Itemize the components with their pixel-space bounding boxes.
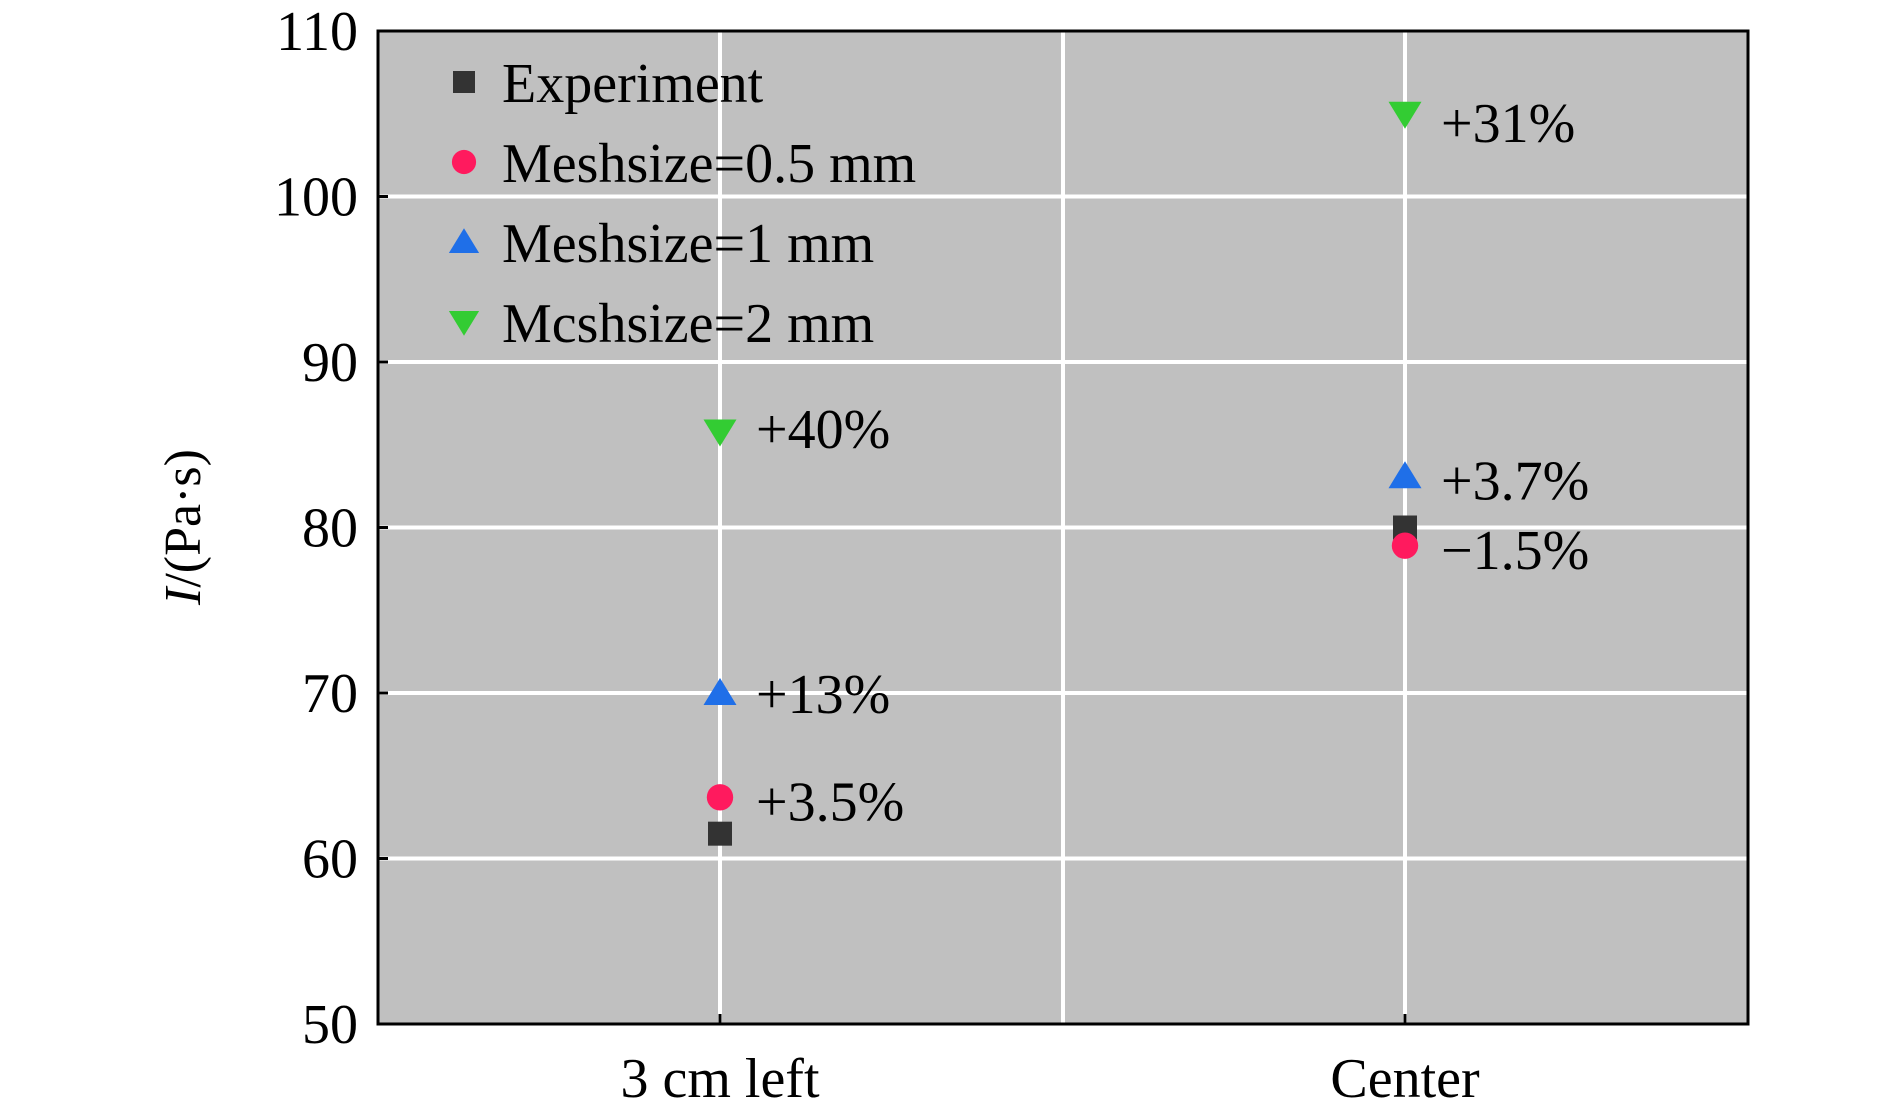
data-point-triangle-down bbox=[1388, 101, 1422, 129]
y-tick-label: 100 bbox=[274, 167, 358, 229]
data-point-circle bbox=[706, 784, 734, 811]
y-tick-label: 80 bbox=[302, 498, 358, 560]
data-point-circle bbox=[1391, 532, 1419, 559]
annotation-label: +3.5% bbox=[756, 772, 904, 834]
legend-label: Meshsize=0.5 mm bbox=[502, 133, 916, 195]
annotation-label: +13% bbox=[756, 664, 890, 726]
legend-marker bbox=[451, 149, 477, 175]
legend-marker bbox=[448, 228, 480, 253]
y-tick-label: 110 bbox=[276, 1, 358, 63]
legend-marker bbox=[448, 311, 480, 336]
y-tick-label: 90 bbox=[302, 332, 358, 394]
annotation-label: +3.7% bbox=[1441, 451, 1589, 513]
x-tick-label: 3 cm left bbox=[620, 1048, 819, 1110]
y-axis: 50 60 70 80 90 100 110 bbox=[274, 1, 388, 1056]
y-axis-label-unit: /(Pa·s) bbox=[155, 449, 212, 588]
x-axis: 3 cm left Center bbox=[620, 1014, 1480, 1110]
legend-marker bbox=[453, 71, 475, 93]
annotations: +40% +13% +3.5% +31% +3.7% −1.5% bbox=[756, 93, 1589, 834]
grid bbox=[378, 31, 1748, 1024]
data-point-triangle-up bbox=[703, 678, 737, 705]
legend-label: Experiment bbox=[502, 53, 764, 115]
legend-label: Mcshsize=2 mm bbox=[502, 293, 874, 355]
annotation-label: +31% bbox=[1441, 93, 1575, 155]
annotation-label: +40% bbox=[756, 399, 890, 461]
data-point-triangle-up bbox=[1388, 461, 1422, 489]
annotation-label: −1.5% bbox=[1441, 520, 1589, 582]
legend-label: Meshsize=1 mm bbox=[502, 213, 874, 275]
data-point-triangle-down bbox=[703, 419, 737, 447]
data-points bbox=[703, 101, 1422, 846]
x-tick-label: Center bbox=[1330, 1048, 1480, 1110]
y-axis-label: I/(Pa·s) bbox=[155, 449, 212, 606]
legend: Experiment Meshsize=0.5 mm Meshsize=1 mm Mc… bbox=[448, 53, 916, 355]
y-axis-label-italic: I bbox=[155, 585, 212, 606]
data-point-square bbox=[708, 821, 732, 846]
y-tick-label: 60 bbox=[302, 829, 358, 891]
y-tick-label: 70 bbox=[302, 663, 358, 725]
y-tick-label: 50 bbox=[302, 994, 358, 1056]
